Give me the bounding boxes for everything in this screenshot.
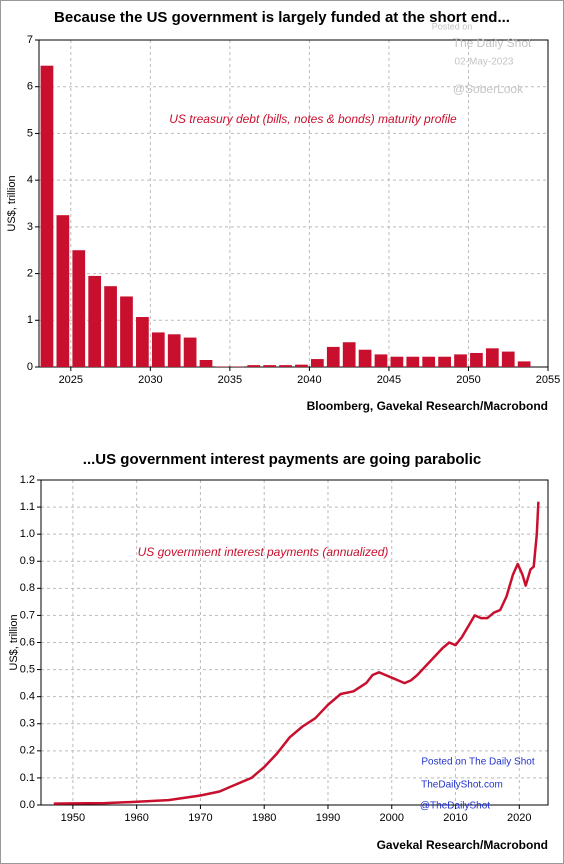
bar — [136, 317, 149, 367]
x-tick-label: 2050 — [456, 374, 480, 386]
bar — [247, 365, 261, 367]
bar — [263, 365, 277, 367]
x-tick-label: 2040 — [297, 374, 321, 386]
watermark: TheDailyShot.com — [421, 780, 503, 791]
x-tick-label: 2020 — [507, 812, 531, 824]
y-tick-label: 0.4 — [20, 691, 35, 703]
plot-frame — [38, 39, 549, 368]
watermark: @TheDailyShot — [420, 801, 490, 812]
bar — [151, 332, 165, 367]
y-tick-label: 1.1 — [20, 501, 35, 513]
bar — [295, 364, 308, 367]
line — [53, 501, 540, 805]
bar — [470, 352, 483, 367]
source: Gavekal Research/Macrobond — [377, 838, 548, 852]
x-tick-label: 1960 — [124, 812, 148, 824]
y-tick-label: 6 — [27, 81, 33, 93]
source: Bloomberg, Gavekal Research/Macrobond — [307, 399, 548, 413]
y-tick-label: 3 — [27, 221, 33, 233]
y-tick-label: 0.2 — [20, 745, 35, 757]
chart-title: ...US government interest payments are g… — [83, 451, 481, 468]
y-tick-label: 0.3 — [20, 718, 35, 730]
watermark: 02-May-2023 — [455, 57, 514, 68]
x-tick-label: 2035 — [218, 374, 242, 386]
bar — [88, 275, 102, 367]
x-tick-label: 2045 — [377, 374, 401, 386]
y-tick-label: 4 — [27, 174, 33, 186]
bar — [199, 359, 213, 367]
y-tick-label: 1.2 — [20, 474, 35, 486]
y-tick-label: 0 — [27, 361, 33, 373]
bar — [374, 354, 388, 367]
plot-frame — [40, 479, 549, 806]
y-tick-label: 0.0 — [20, 799, 35, 811]
bar — [342, 342, 356, 367]
bar — [279, 365, 292, 367]
y-axis-label: US$, trillion — [8, 614, 20, 670]
bar — [406, 356, 420, 367]
y-tick-label: 1 — [27, 314, 33, 326]
y-axis-label: US$, trillion — [6, 175, 18, 231]
y-tick-label: 5 — [27, 127, 33, 139]
annotation: US government interest payments (annuali… — [138, 545, 389, 559]
bar — [422, 356, 436, 367]
bar — [72, 250, 86, 367]
y-tick-label: 7 — [27, 34, 33, 46]
chart-title: Because the US government is largely fun… — [54, 9, 510, 26]
bar — [517, 361, 531, 367]
bar — [326, 346, 340, 367]
y-tick-label: 0.7 — [20, 609, 35, 621]
bar — [390, 356, 404, 367]
bar — [120, 296, 133, 367]
y-tick-label: 0.9 — [20, 555, 35, 567]
bar — [438, 356, 451, 367]
bar — [358, 349, 372, 367]
bar — [104, 286, 117, 367]
x-tick-label: 1970 — [188, 812, 212, 824]
x-tick-label: 2055 — [536, 374, 560, 386]
y-tick-label: 2 — [27, 267, 33, 279]
watermark: The Daily Shot — [453, 36, 532, 50]
bar — [310, 359, 324, 367]
y-tick-label: 0.5 — [20, 663, 35, 675]
watermark: @SoberLook — [453, 82, 524, 96]
bar — [56, 215, 70, 367]
y-tick-label: 0.1 — [20, 772, 35, 784]
bar — [485, 348, 499, 367]
x-tick-label: 2030 — [138, 374, 162, 386]
annotation: US treasury debt (bills, notes & bonds) … — [169, 112, 457, 126]
x-tick-label: 2010 — [443, 812, 467, 824]
y-tick-label: 0.8 — [20, 582, 35, 594]
watermark: Posted on — [432, 21, 473, 31]
x-tick-label: 2025 — [59, 374, 83, 386]
x-tick-label: 1980 — [252, 812, 276, 824]
bar — [40, 65, 54, 367]
bar — [454, 354, 467, 367]
x-tick-label: 2000 — [380, 812, 404, 824]
y-tick-label: 1.0 — [20, 528, 35, 540]
bar — [183, 337, 197, 367]
bar — [501, 351, 515, 367]
watermark: Posted on The Daily Shot — [421, 757, 534, 768]
y-tick-label: 0.6 — [20, 636, 35, 648]
bar — [167, 334, 181, 367]
x-tick-label: 1950 — [61, 812, 85, 824]
x-tick-label: 1990 — [316, 812, 340, 824]
